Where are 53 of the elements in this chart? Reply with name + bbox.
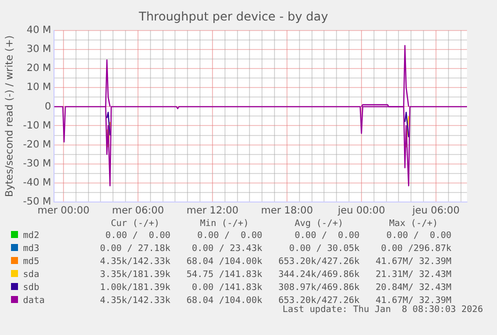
text: 20.84M/ 32.43M	[374, 282, 452, 295]
x-tick-label: mer 00:00	[37, 206, 90, 217]
y-tick-label: 40 M	[26, 24, 52, 36]
y-tick-label: 0	[44, 101, 52, 112]
x-tick-label: mer 06:00	[112, 206, 164, 217]
text: 68.04 /104.00k	[185, 256, 262, 269]
text: Min (-/+)	[198, 219, 250, 230]
text: Max (-/+)	[388, 219, 439, 230]
text: 3.35k/181.39k	[99, 269, 170, 282]
text: 0.00 / 0.00	[385, 230, 452, 243]
text: 0.00 / 23.43k	[190, 243, 262, 256]
text: 1.00k/181.39k	[99, 282, 170, 295]
text: 41.67M/ 32.39M	[376, 295, 452, 306]
y-tick-label: -10 M	[23, 120, 52, 132]
y-tick-label: -30 M	[23, 158, 52, 170]
text: 0.00 / 0.00	[104, 230, 170, 243]
x-tick-label: mer 18:00	[260, 206, 313, 217]
text: 653.20k/427.26k	[277, 295, 360, 306]
x-tick-label: mer 12:00	[186, 206, 238, 217]
legend-label: sda	[22, 269, 40, 282]
y-tick-label: -40 M	[23, 178, 52, 189]
legend-label: md3	[22, 243, 40, 256]
text: 4.35k/142.33k	[99, 256, 170, 269]
text: 0.00 /296.87k	[380, 243, 452, 256]
text: 4.35k/142.33k	[99, 295, 170, 308]
y-tick-label: 20 M	[26, 63, 52, 74]
x-tick-label: jeu 06:00	[411, 206, 460, 217]
text: 0.00 / 0.00	[196, 230, 262, 243]
text: 68.04 /104.00k	[185, 295, 262, 308]
text: 653.20k/427.26k	[277, 256, 360, 269]
y-tick-label: -50 M	[23, 196, 52, 208]
y-axis-title: Bytes/second read (-) / write (+)	[4, 35, 16, 198]
text: 41.67M/ 32.39M	[374, 256, 452, 269]
y-tick-label: -20 M	[23, 139, 52, 150]
text: 344.24k/469.86k	[277, 269, 360, 282]
text: 308.97k/469.86k	[277, 282, 360, 295]
y-tick-label: 10 M	[26, 82, 52, 94]
text: Last update: Thu Jan 8 08:30:03 2026	[282, 305, 483, 316]
text: 0.00 / 30.05k	[288, 243, 360, 256]
x-tick-label: jeu 00:00	[336, 206, 386, 217]
legend-label: md2	[22, 230, 40, 243]
text: 21.31M/ 32.43M	[374, 269, 452, 282]
text: 0.00 /141.83k	[190, 282, 262, 295]
legend-label: sdb	[22, 282, 40, 295]
text: 54.75 /141.83k	[185, 269, 262, 282]
text: 0.00 / 27.18k	[99, 243, 170, 256]
legend-label: md5	[22, 256, 40, 269]
legend-label: data	[22, 295, 46, 308]
y-tick-label: 30 M	[26, 44, 52, 56]
text: Avg (-/+)	[294, 219, 344, 230]
text: Cur (-/+)	[110, 219, 161, 230]
text: 0.00 / 0.00	[294, 230, 360, 243]
chart-title: Throughput per device - by day	[138, 9, 328, 24]
